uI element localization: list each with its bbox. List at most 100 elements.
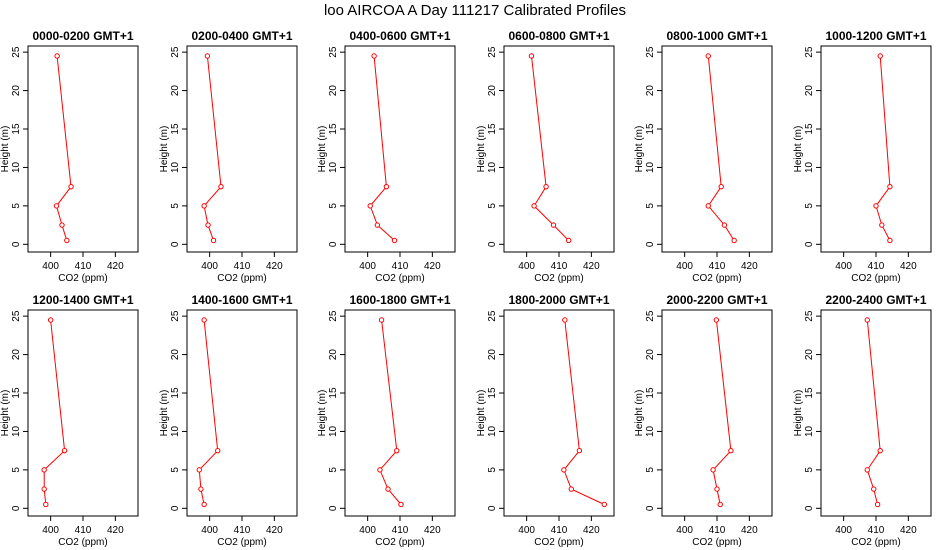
y-tick-label: 20 bbox=[328, 85, 339, 97]
x-tick-label: 400 bbox=[835, 261, 852, 272]
y-tick-label: 5 bbox=[170, 203, 181, 209]
data-point bbox=[41, 486, 47, 492]
y-tick-label: 15 bbox=[804, 387, 815, 399]
y-tick-label: 10 bbox=[11, 425, 22, 437]
panel-title: 0800-1000 GMT+1 bbox=[666, 29, 767, 43]
data-point bbox=[887, 183, 893, 190]
x-tick-label: 420 bbox=[424, 261, 441, 272]
y-axis-label: Height (m) bbox=[793, 390, 804, 437]
data-point bbox=[561, 467, 567, 473]
x-tick-label: 410 bbox=[551, 261, 568, 272]
data-point bbox=[205, 222, 211, 228]
data-point bbox=[864, 317, 870, 323]
x-tick-label: 400 bbox=[201, 261, 218, 272]
x-tick-label: 420 bbox=[583, 525, 600, 536]
x-axis-label: CO2 (ppm) bbox=[217, 273, 266, 284]
data-point bbox=[543, 183, 549, 190]
data-point bbox=[710, 467, 716, 473]
data-point bbox=[714, 486, 720, 492]
data-point bbox=[398, 501, 404, 508]
y-tick-label: 20 bbox=[487, 85, 498, 97]
data-point bbox=[215, 447, 221, 454]
x-tick-label: 420 bbox=[900, 261, 917, 272]
data-point bbox=[721, 222, 728, 228]
x-tick-label: 420 bbox=[741, 525, 758, 536]
data-point bbox=[43, 501, 49, 508]
data-point bbox=[531, 203, 537, 209]
data-point bbox=[874, 501, 881, 508]
plot-frame bbox=[661, 309, 773, 517]
data-point bbox=[717, 501, 723, 508]
data-point bbox=[877, 447, 883, 454]
y-axis-label: Height (m) bbox=[634, 390, 645, 437]
data-point bbox=[64, 237, 70, 244]
plot-frame bbox=[186, 45, 298, 253]
data-point bbox=[201, 317, 207, 323]
x-axis-label: CO2 (ppm) bbox=[692, 273, 741, 284]
data-point bbox=[218, 183, 224, 190]
x-axis-label: CO2 (ppm) bbox=[692, 537, 741, 548]
x-tick-label: 410 bbox=[234, 525, 251, 536]
y-tick-label: 0 bbox=[804, 505, 815, 511]
x-tick-label: 400 bbox=[676, 261, 693, 272]
co2-profile-line bbox=[875, 55, 891, 241]
profile-panel: 0800-1000 GMT+1 400 410 420 0 5 10 15 20 25 CO2 (p… bbox=[634, 29, 773, 284]
co2-profile-line bbox=[531, 55, 570, 241]
profile-panel: 1000-1200 GMT+1 400 410 420 0 5 10 15 20 25 CO2 (p… bbox=[793, 29, 932, 284]
y-tick-label: 25 bbox=[645, 46, 656, 58]
data-point bbox=[41, 467, 47, 473]
x-tick-label: 400 bbox=[835, 525, 852, 536]
data-point bbox=[877, 53, 883, 59]
y-tick-label: 25 bbox=[328, 310, 339, 322]
y-tick-label: 25 bbox=[11, 310, 22, 322]
y-tick-label: 20 bbox=[170, 85, 181, 97]
profile-panel: 1200-1400 GMT+1 400 410 420 0 5 10 15 20 25 CO2 (p… bbox=[0, 293, 139, 548]
y-tick-label: 5 bbox=[487, 203, 498, 209]
plot-frame bbox=[344, 45, 456, 253]
x-tick-label: 410 bbox=[868, 525, 885, 536]
data-point bbox=[871, 486, 877, 492]
x-tick-label: 400 bbox=[676, 525, 693, 536]
y-tick-label: 10 bbox=[804, 425, 815, 437]
data-point bbox=[198, 486, 204, 492]
data-point bbox=[367, 203, 373, 209]
data-point bbox=[374, 222, 381, 228]
y-tick-label: 0 bbox=[487, 505, 498, 511]
co2-profile-line bbox=[707, 55, 735, 241]
x-axis-label: CO2 (ppm) bbox=[217, 537, 266, 548]
y-tick-label: 10 bbox=[11, 161, 22, 173]
x-tick-label: 420 bbox=[266, 525, 283, 536]
data-point bbox=[385, 486, 391, 492]
y-tick-label: 25 bbox=[487, 310, 498, 322]
y-axis-label: Height (m) bbox=[159, 390, 170, 437]
data-point bbox=[887, 237, 893, 244]
y-tick-label: 5 bbox=[804, 203, 815, 209]
data-point bbox=[550, 222, 557, 228]
y-tick-label: 0 bbox=[487, 241, 498, 247]
y-tick-label: 0 bbox=[328, 505, 339, 511]
y-tick-label: 15 bbox=[328, 123, 339, 135]
data-point bbox=[201, 203, 207, 209]
y-tick-label: 10 bbox=[645, 425, 656, 437]
y-axis-label: Height (m) bbox=[0, 126, 11, 173]
y-tick-label: 15 bbox=[487, 387, 498, 399]
y-tick-label: 20 bbox=[804, 85, 815, 97]
y-tick-label: 15 bbox=[645, 123, 656, 135]
data-point bbox=[728, 447, 734, 454]
y-tick-label: 0 bbox=[170, 505, 181, 511]
panel-title: 0400-0600 GMT+1 bbox=[349, 29, 450, 43]
y-tick-label: 5 bbox=[487, 467, 498, 473]
data-point bbox=[378, 317, 385, 323]
x-axis-label: CO2 (ppm) bbox=[58, 273, 107, 284]
y-tick-label: 20 bbox=[11, 349, 22, 361]
y-tick-label: 5 bbox=[11, 203, 22, 209]
x-tick-label: 420 bbox=[741, 261, 758, 272]
page-title: loo AIRCOA A Day 111217 Calibrated Profi… bbox=[323, 2, 627, 19]
x-tick-label: 420 bbox=[266, 261, 283, 272]
x-axis-label: CO2 (ppm) bbox=[58, 537, 107, 548]
y-tick-label: 25 bbox=[170, 310, 181, 322]
y-tick-label: 0 bbox=[11, 241, 22, 247]
y-tick-label: 15 bbox=[170, 123, 181, 135]
y-tick-label: 5 bbox=[804, 467, 815, 473]
